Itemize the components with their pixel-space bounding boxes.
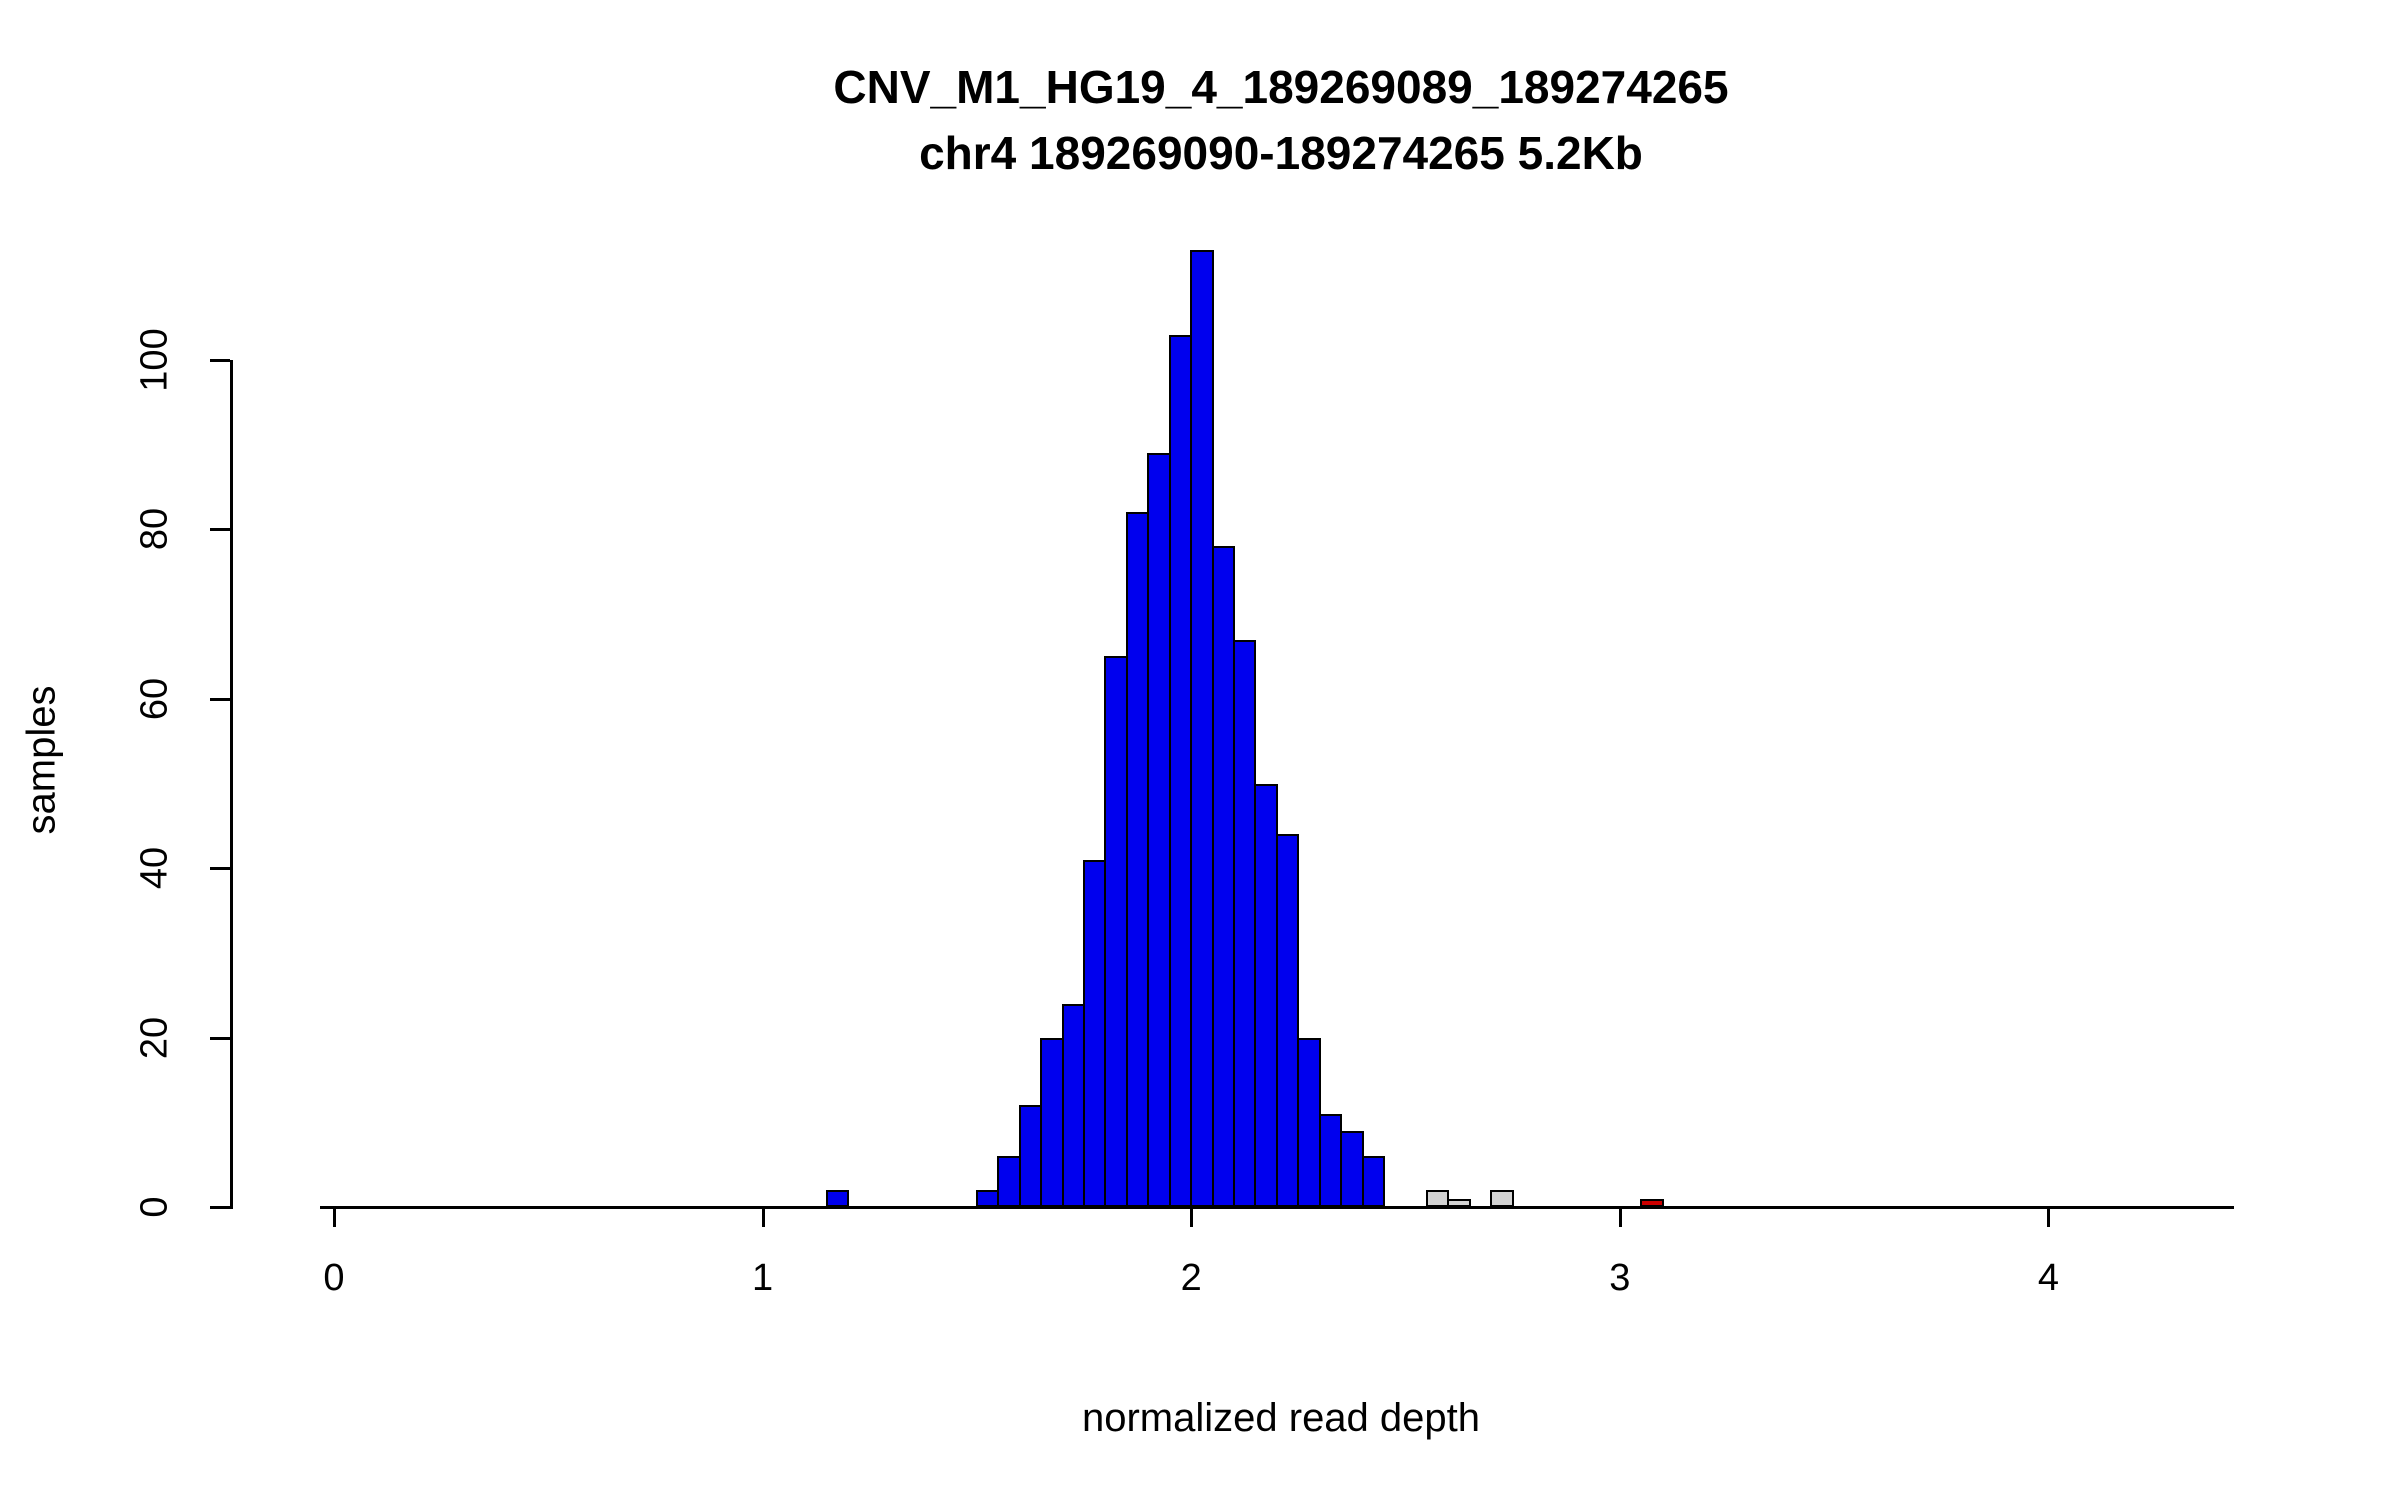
x-axis-tick-label: 2 (1180, 1257, 1202, 1299)
y-axis-tick (210, 1036, 230, 1040)
y-axis-tick (210, 697, 230, 701)
y-axis-tick (210, 359, 230, 362)
histogram-bar (1447, 1198, 1471, 1207)
histogram-bar (1147, 453, 1171, 1207)
histogram-bar (1275, 834, 1300, 1207)
histogram-bar (1018, 1105, 1043, 1207)
y-axis-label: samples (19, 685, 64, 835)
histogram-bar (997, 1156, 1021, 1207)
histogram-bar (1490, 1190, 1514, 1207)
histogram-bar (1640, 1198, 1664, 1207)
x-axis-tick (2047, 1207, 2051, 1227)
histogram-bar (1125, 512, 1150, 1207)
histogram-bar (1083, 859, 1107, 1207)
y-axis-tick (210, 1206, 230, 1209)
y-axis-tick-label: 0 (133, 1196, 176, 1218)
histogram-bar (975, 1190, 1000, 1207)
histogram-bar (1297, 1037, 1321, 1207)
x-axis-tick (1190, 1207, 1194, 1227)
y-axis-tick-label: 20 (133, 1016, 176, 1059)
histogram-bar (1211, 546, 1236, 1207)
y-axis-tick (210, 867, 230, 871)
histogram-bar (1340, 1130, 1364, 1207)
x-axis-tick (333, 1207, 336, 1227)
y-axis-tick-label: 100 (133, 328, 176, 392)
x-axis-tick (761, 1207, 765, 1227)
histogram-bar (1233, 639, 1257, 1207)
histogram-bar (1061, 1003, 1086, 1207)
y-axis-tick-label: 60 (133, 677, 176, 720)
histogram-bar (1190, 249, 1214, 1207)
x-axis-tick-label: 4 (2037, 1257, 2059, 1299)
histogram-bar (1104, 656, 1128, 1207)
y-axis-tick (210, 528, 230, 532)
x-axis-tick-label: 1 (752, 1257, 774, 1299)
x-axis-line (320, 1206, 2234, 1209)
x-axis-label: normalized read depth (1081, 1396, 1481, 1440)
chart-subtitle: chr4 189269090-189274265 5.2Kb (919, 127, 1643, 179)
x-axis-tick-label: 0 (323, 1257, 345, 1299)
histogram-bar (1168, 334, 1193, 1207)
y-axis-line (230, 360, 233, 1209)
histogram-bar (825, 1190, 850, 1207)
y-axis-tick-label: 40 (133, 847, 176, 890)
x-axis-tick (1618, 1207, 1622, 1227)
histogram-bar (1254, 783, 1278, 1207)
y-axis-tick-label: 80 (133, 508, 176, 551)
histogram-bar (1318, 1113, 1343, 1207)
histogram-bar (1361, 1156, 1386, 1207)
x-axis-tick-label: 3 (1609, 1257, 1631, 1299)
histogram-bar (1040, 1037, 1064, 1207)
chart-title: CNV_M1_HG19_4_189269089_189274265 (833, 61, 1729, 113)
histogram-bar (1425, 1190, 1450, 1207)
